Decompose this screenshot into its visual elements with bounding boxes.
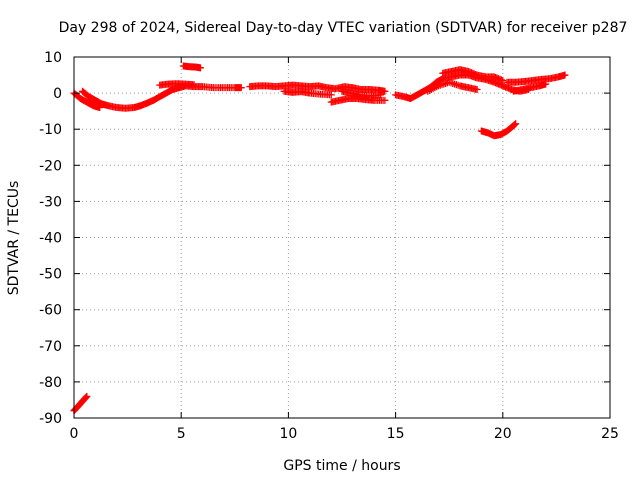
data-point (512, 120, 520, 128)
series-segment-dip (477, 120, 520, 140)
series-segment-afternoon-lower (424, 78, 481, 95)
series-segment-midday-b (280, 87, 335, 99)
data-point (381, 96, 389, 104)
data-point (473, 85, 481, 93)
series-segment-late (503, 71, 569, 86)
axis-ticks: 0 5 10 15 20 25 10 0 -10 -20 -30 -40 -50 -60 -70 -80 -90 (39, 50, 619, 442)
series-segment-midday-a (246, 81, 389, 95)
x-tick-label: 10 (279, 426, 297, 442)
chart-title: Day 298 of 2024, Sidereal Day-to-day VTE… (59, 20, 628, 36)
y-tick-label: 0 (53, 86, 62, 102)
y-axis-label: SDTVAR / TECUs (6, 181, 22, 296)
data-point (542, 80, 550, 88)
series-segment-short-high (179, 62, 204, 72)
series-segment-midday-c (327, 95, 389, 106)
data-points (70, 62, 569, 415)
series-segment-midday-d (338, 87, 385, 100)
y-tick-label: -50 (39, 267, 62, 283)
y-tick-label: -40 (39, 231, 62, 247)
data-point (196, 64, 204, 72)
x-tick-label: 0 (70, 426, 79, 442)
y-tick-label: -30 (39, 194, 62, 210)
y-tick-label: -10 (39, 122, 62, 138)
data-point (237, 84, 245, 92)
x-tick-label: 20 (494, 426, 512, 442)
data-point (190, 81, 198, 89)
data-point (327, 91, 335, 99)
data-point (499, 76, 507, 84)
data-point (381, 87, 389, 95)
data-point (83, 392, 91, 400)
series-segment-early-upper (156, 80, 198, 89)
series-segment-late-lower (510, 80, 550, 95)
y-tick-label: -90 (39, 411, 62, 427)
x-tick-label: 5 (177, 426, 186, 442)
series-segment-deep (70, 392, 91, 415)
y-tick-label: -80 (39, 375, 62, 391)
y-tick-label: -70 (39, 339, 62, 355)
x-tick-label: 15 (387, 426, 405, 442)
series-segment-afternoon-upper (439, 66, 507, 84)
data-point (377, 91, 385, 99)
x-tick-label: 25 (601, 426, 619, 442)
x-axis-label: GPS time / hours (283, 458, 400, 474)
data-point (561, 71, 569, 79)
y-tick-label: -60 (39, 303, 62, 319)
y-tick-label: -20 (39, 158, 62, 174)
y-tick-label: 10 (44, 50, 62, 66)
